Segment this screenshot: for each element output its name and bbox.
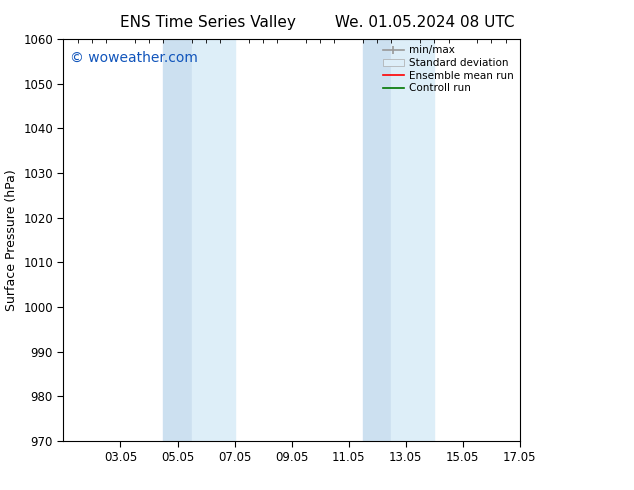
- Y-axis label: Surface Pressure (hPa): Surface Pressure (hPa): [4, 169, 18, 311]
- Text: ENS Time Series Valley        We. 01.05.2024 08 UTC: ENS Time Series Valley We. 01.05.2024 08…: [120, 15, 514, 30]
- Legend: min/max, Standard deviation, Ensemble mean run, Controll run: min/max, Standard deviation, Ensemble me…: [378, 41, 518, 98]
- Bar: [191, 39, 235, 441]
- Bar: [363, 39, 391, 441]
- Bar: [164, 39, 191, 441]
- Text: © woweather.com: © woweather.com: [70, 51, 198, 65]
- Bar: [391, 39, 434, 441]
